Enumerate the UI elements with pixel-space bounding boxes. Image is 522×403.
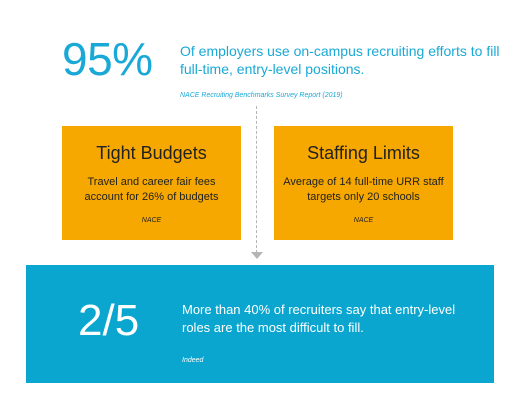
- footer-text: More than 40% of recruiters say that ent…: [182, 302, 456, 335]
- card-source: NACE: [141, 217, 162, 224]
- card-staffing-limits: Staffing Limits Average of 14 full-time …: [274, 126, 453, 240]
- bottom-panel: 2/5 More than 40% of recruiters say that…: [26, 265, 494, 383]
- card-source: NACE: [353, 217, 374, 224]
- footer-source: Indeed: [182, 357, 204, 364]
- card-title: Tight Budgets: [96, 143, 207, 163]
- card-body: Travel and career fair fees account for …: [84, 176, 219, 203]
- footer-stat: 2/5: [78, 296, 140, 345]
- card-tight-budgets: Tight Budgets Travel and career fair fee…: [62, 126, 241, 240]
- card-body: Average of 14 full-time URR staff target…: [283, 176, 444, 203]
- headline-stat: 95%: [62, 33, 153, 85]
- headline-source: NACE Recruiting Benchmarks Survey Report…: [180, 92, 343, 99]
- headline-text: Of employers use on-campus recruiting ef…: [180, 43, 500, 77]
- dashed-connector: [256, 106, 257, 258]
- arrow-down-icon: [251, 252, 263, 259]
- card-title: Staffing Limits: [307, 143, 420, 163]
